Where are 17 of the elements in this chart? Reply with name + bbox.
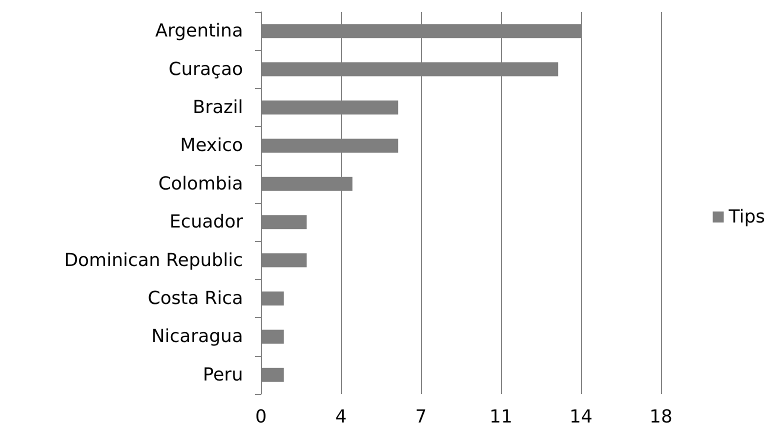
x-tick-label: 0 bbox=[255, 406, 267, 428]
x-tick-label: 11 bbox=[490, 406, 512, 428]
y-tick-label: Costa Rica bbox=[148, 288, 243, 309]
x-tick-label: 7 bbox=[415, 406, 427, 428]
y-tick-label: Peru bbox=[202, 364, 243, 386]
y-tick-label: Curaçao bbox=[168, 58, 243, 80]
x-tick-label: 4 bbox=[335, 406, 347, 428]
y-tick-label: Colombia bbox=[158, 173, 243, 194]
y-tick-label: Brazil bbox=[192, 97, 243, 118]
y-tick-label: Argentina bbox=[155, 20, 243, 42]
x-tick-label: 14 bbox=[570, 406, 592, 428]
y-tick-label: Nicaragua bbox=[151, 326, 243, 348]
y-tick-label: Dominican Republic bbox=[64, 250, 243, 271]
y-tick-label: Mexico bbox=[180, 135, 243, 156]
legend-label: Tips bbox=[728, 206, 766, 228]
y-tick-label: Ecuador bbox=[169, 212, 244, 233]
x-tick-label: 18 bbox=[650, 406, 672, 428]
